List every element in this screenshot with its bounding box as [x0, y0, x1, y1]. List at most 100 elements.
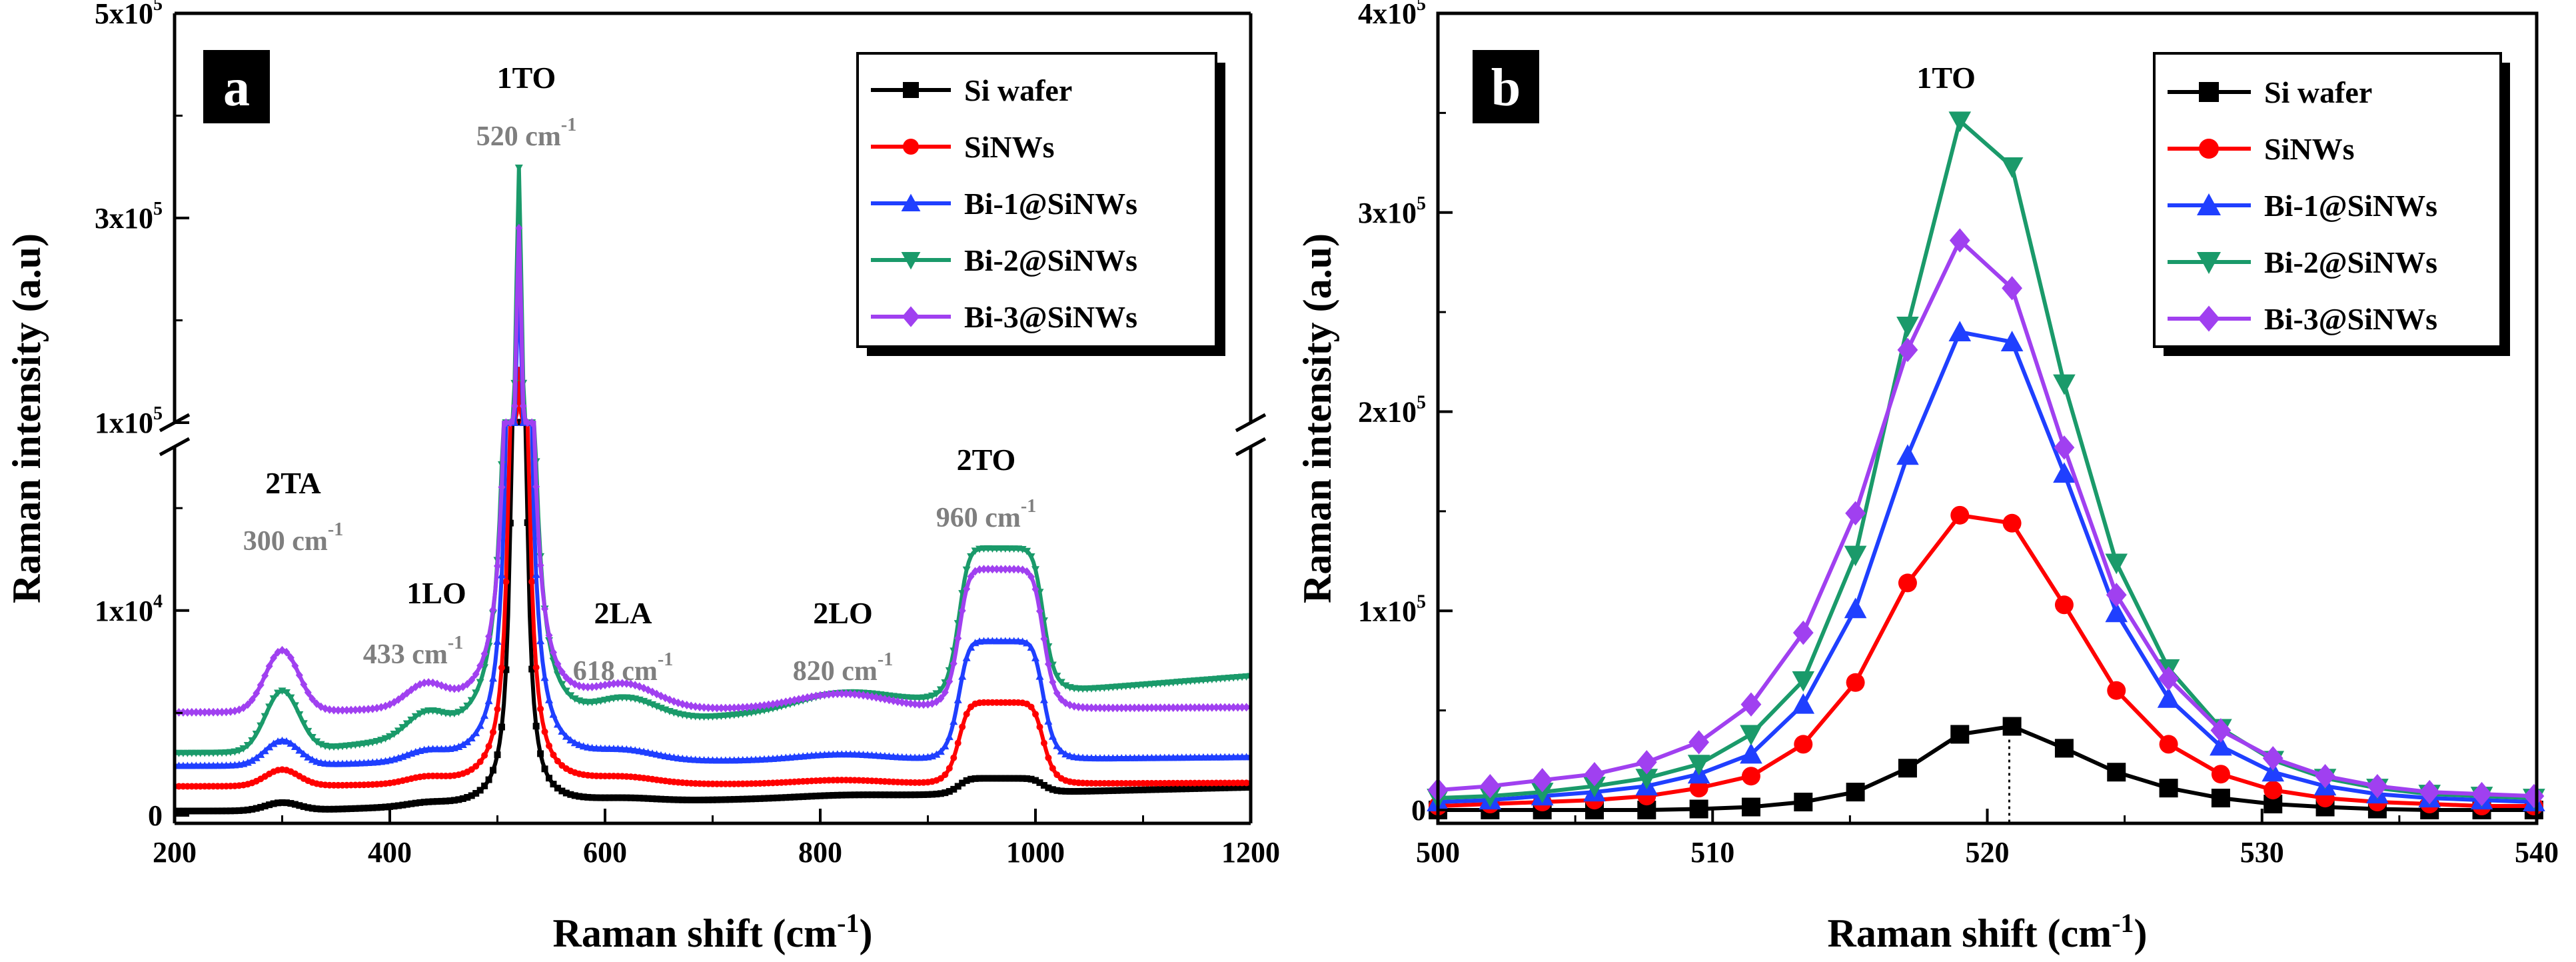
series-point	[868, 791, 876, 799]
series-point	[610, 679, 618, 689]
series-point	[769, 699, 777, 709]
series-point	[450, 797, 458, 804]
series-point	[1032, 711, 1039, 718]
series-point	[399, 801, 406, 809]
series-point	[248, 756, 257, 764]
series-point	[1131, 703, 1139, 713]
series-point	[446, 797, 454, 805]
series-point	[657, 795, 664, 803]
data-point	[2159, 779, 2178, 798]
series-point	[553, 720, 562, 728]
series-point	[1083, 787, 1091, 795]
series-point	[1173, 703, 1181, 712]
series-point	[554, 785, 561, 792]
series-point	[1234, 784, 1241, 791]
series-point	[864, 791, 872, 799]
series-point	[1243, 703, 1251, 712]
series-point	[1212, 703, 1220, 712]
series-point	[1105, 703, 1113, 713]
series-point	[1005, 565, 1013, 574]
series-point	[1010, 565, 1018, 574]
series-point	[1105, 787, 1112, 795]
series-point	[989, 775, 996, 782]
series-point	[1165, 785, 1173, 793]
series-point	[227, 807, 234, 815]
series-point	[549, 710, 558, 718]
data-point	[1950, 725, 1970, 744]
x-tick-label: 520	[1966, 836, 2010, 869]
series-point	[963, 777, 970, 784]
series-point	[463, 679, 471, 689]
series-point	[1040, 634, 1048, 643]
series-point	[744, 795, 751, 803]
series-point	[562, 673, 570, 682]
y-tick-label: 1x105	[95, 403, 163, 439]
series-point	[253, 805, 260, 812]
series-point	[416, 710, 424, 718]
series-point	[1015, 775, 1022, 782]
series-point	[941, 742, 950, 750]
series-point	[1174, 785, 1181, 793]
series-point	[313, 738, 321, 746]
series-point	[860, 791, 867, 799]
series-point	[920, 791, 928, 798]
data-point	[1740, 725, 1762, 746]
peak-position-label: 520 cm-1	[476, 115, 576, 152]
series-point	[498, 483, 506, 492]
series-point	[962, 566, 971, 574]
peak-name-label: 1TO	[1916, 61, 1976, 95]
series-point	[1165, 703, 1173, 713]
series-point	[239, 745, 248, 753]
series-point	[562, 687, 570, 695]
legend-marker	[2199, 82, 2219, 102]
series-point	[1217, 703, 1225, 712]
series-point	[209, 707, 217, 717]
x-tick-label: 400	[368, 836, 412, 869]
series-point	[1027, 643, 1035, 651]
series-point	[1221, 784, 1229, 791]
series-point	[257, 750, 265, 758]
series-point	[855, 690, 863, 699]
series-point	[601, 681, 609, 690]
series-point	[856, 791, 863, 799]
series-point	[820, 690, 828, 699]
data-point	[2000, 331, 2024, 351]
series-point	[408, 800, 415, 807]
series-point	[223, 807, 230, 815]
series-point	[227, 707, 235, 716]
series-point	[795, 793, 802, 801]
series-point	[730, 703, 738, 713]
series-point	[984, 775, 991, 782]
peak-position-label: 820 cm-1	[793, 649, 893, 687]
series-point	[614, 794, 622, 801]
series-point	[950, 717, 958, 725]
panel-letter: a	[223, 59, 250, 117]
series-point	[632, 794, 639, 801]
data-point	[1584, 762, 1605, 787]
series-point	[748, 702, 756, 711]
series-point	[752, 795, 760, 803]
series-point	[476, 679, 484, 687]
series-point	[309, 805, 316, 812]
series-point	[528, 665, 536, 673]
data-point	[1844, 545, 1867, 567]
series-point	[842, 689, 850, 699]
series-point	[1091, 703, 1099, 713]
series-point	[416, 799, 424, 806]
series-point	[532, 664, 540, 671]
peak-name-label: 2TA	[265, 466, 321, 500]
series-point	[480, 711, 489, 719]
series-point	[1182, 703, 1190, 712]
series-point	[356, 805, 363, 812]
series-point	[291, 801, 299, 808]
series-point	[980, 775, 987, 782]
series-point	[360, 805, 368, 812]
series-point	[291, 702, 299, 710]
series-point	[696, 796, 704, 803]
series-point	[502, 578, 510, 585]
series-point	[898, 791, 906, 799]
series-point	[313, 805, 321, 813]
series-point	[1023, 775, 1031, 782]
legend-label: Bi-1@SiNWs	[2264, 189, 2437, 223]
series-point	[932, 750, 941, 758]
